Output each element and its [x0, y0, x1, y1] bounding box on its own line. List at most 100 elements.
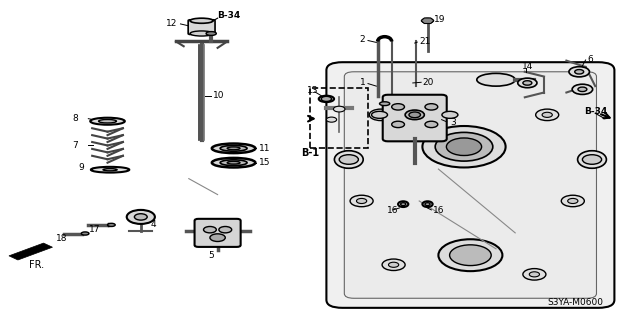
- Circle shape: [575, 70, 584, 74]
- Text: 4: 4: [150, 220, 156, 229]
- Circle shape: [333, 106, 345, 112]
- Circle shape: [382, 259, 405, 271]
- Ellipse shape: [81, 232, 89, 235]
- Ellipse shape: [425, 203, 430, 206]
- FancyBboxPatch shape: [326, 62, 614, 308]
- Ellipse shape: [190, 18, 213, 23]
- Polygon shape: [9, 243, 52, 260]
- Ellipse shape: [405, 110, 424, 120]
- Circle shape: [339, 155, 358, 164]
- Text: 13: 13: [307, 86, 319, 95]
- Circle shape: [219, 226, 232, 233]
- FancyBboxPatch shape: [195, 219, 241, 247]
- Ellipse shape: [190, 31, 213, 36]
- Ellipse shape: [401, 203, 406, 206]
- Circle shape: [561, 195, 584, 207]
- Ellipse shape: [220, 160, 247, 166]
- Circle shape: [210, 234, 225, 241]
- Text: B-34: B-34: [584, 107, 607, 116]
- Text: 3: 3: [450, 118, 456, 127]
- Circle shape: [127, 210, 155, 224]
- Text: 11: 11: [259, 144, 271, 153]
- Ellipse shape: [398, 201, 408, 207]
- Circle shape: [376, 112, 386, 117]
- Ellipse shape: [438, 239, 502, 271]
- Text: 18: 18: [56, 234, 67, 243]
- Text: 2: 2: [360, 35, 365, 44]
- Text: 6: 6: [587, 55, 593, 63]
- Text: S3YA-M0600: S3YA-M0600: [547, 298, 604, 307]
- Ellipse shape: [212, 144, 255, 153]
- Ellipse shape: [319, 96, 334, 102]
- Circle shape: [369, 109, 392, 121]
- Circle shape: [529, 272, 540, 277]
- Circle shape: [392, 121, 404, 128]
- Ellipse shape: [91, 167, 129, 173]
- Text: 14: 14: [522, 63, 533, 71]
- Circle shape: [523, 81, 532, 85]
- Ellipse shape: [334, 151, 363, 168]
- Circle shape: [134, 214, 147, 220]
- Circle shape: [350, 195, 373, 207]
- Circle shape: [518, 78, 537, 88]
- Ellipse shape: [220, 145, 247, 151]
- Text: 21: 21: [419, 37, 431, 46]
- Text: 5: 5: [209, 251, 214, 260]
- Circle shape: [425, 104, 438, 110]
- Circle shape: [572, 84, 593, 94]
- Text: 7: 7: [72, 141, 78, 150]
- Ellipse shape: [435, 132, 493, 161]
- Ellipse shape: [206, 32, 216, 35]
- Text: 10: 10: [213, 91, 225, 100]
- Text: FR.: FR.: [29, 260, 44, 271]
- Text: B-34: B-34: [218, 11, 241, 20]
- Ellipse shape: [212, 158, 255, 167]
- Circle shape: [523, 269, 546, 280]
- Polygon shape: [421, 18, 434, 24]
- Circle shape: [569, 67, 589, 77]
- Circle shape: [356, 198, 367, 204]
- Text: 15: 15: [259, 158, 271, 167]
- Ellipse shape: [99, 119, 116, 123]
- Ellipse shape: [477, 73, 515, 86]
- Ellipse shape: [449, 245, 492, 265]
- FancyBboxPatch shape: [383, 95, 447, 141]
- Circle shape: [409, 112, 420, 118]
- Circle shape: [326, 117, 337, 122]
- Text: 17: 17: [89, 225, 100, 234]
- Circle shape: [388, 262, 399, 267]
- Ellipse shape: [422, 126, 506, 167]
- Text: 8: 8: [72, 114, 78, 123]
- Circle shape: [568, 198, 578, 204]
- Circle shape: [536, 109, 559, 121]
- Text: 9: 9: [78, 163, 84, 172]
- Ellipse shape: [227, 161, 240, 164]
- Ellipse shape: [227, 147, 240, 150]
- Ellipse shape: [103, 168, 117, 171]
- Text: 16: 16: [433, 206, 444, 215]
- Ellipse shape: [578, 151, 607, 168]
- Ellipse shape: [422, 201, 433, 207]
- Circle shape: [582, 155, 602, 164]
- Ellipse shape: [108, 223, 115, 226]
- Circle shape: [204, 226, 216, 233]
- Circle shape: [542, 112, 552, 117]
- Text: 12: 12: [166, 19, 178, 28]
- Ellipse shape: [380, 102, 390, 106]
- Text: B-1: B-1: [301, 148, 319, 158]
- Circle shape: [578, 87, 587, 92]
- Circle shape: [392, 104, 404, 110]
- Circle shape: [425, 121, 438, 128]
- FancyBboxPatch shape: [188, 20, 215, 34]
- Text: 20: 20: [422, 78, 434, 87]
- Ellipse shape: [371, 111, 388, 118]
- Text: 16: 16: [387, 206, 399, 215]
- FancyBboxPatch shape: [344, 72, 596, 298]
- Ellipse shape: [447, 138, 482, 155]
- Ellipse shape: [90, 118, 125, 125]
- Text: 19: 19: [434, 15, 445, 24]
- Ellipse shape: [422, 18, 433, 23]
- Circle shape: [321, 96, 332, 101]
- Text: 1: 1: [360, 78, 365, 87]
- Ellipse shape: [442, 111, 458, 118]
